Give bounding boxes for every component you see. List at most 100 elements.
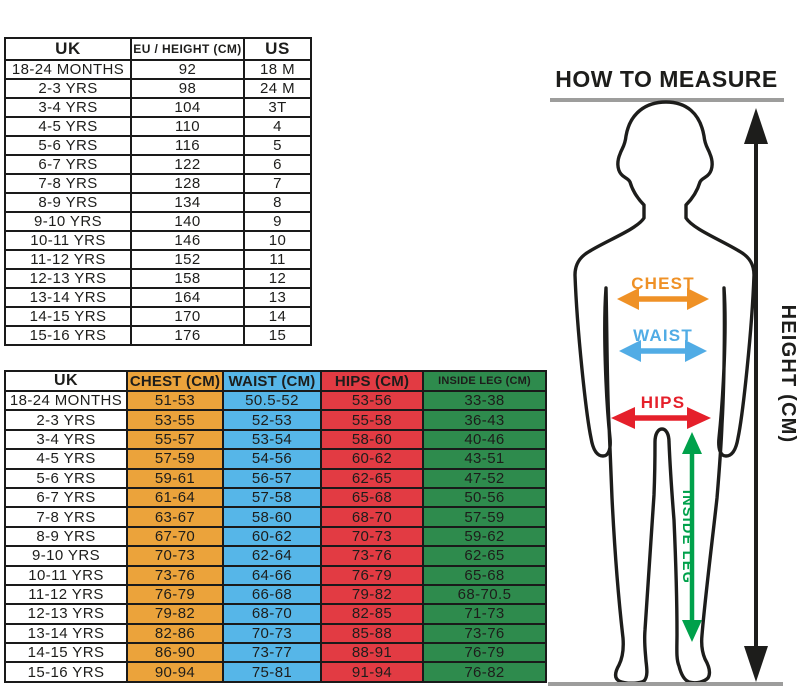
- height-arrow: HEIGHT (CM): [744, 108, 798, 682]
- table-row: 13-14 YRS 82-86 70-73 85-88 73-76: [4, 622, 547, 645]
- title-underline: [550, 98, 784, 102]
- table-cell: 14-15 YRS: [4, 306, 132, 327]
- table-cell: 68-70: [320, 506, 424, 528]
- column-header-uk: UK: [4, 370, 128, 392]
- table-cell: 51-53: [126, 389, 224, 412]
- table-cell: 146: [130, 230, 245, 251]
- table-cell: 18 M: [243, 59, 312, 80]
- table-cell: 90-94: [126, 661, 224, 683]
- table-row: 10-11 YRS 73-76 64-66 76-79 65-68: [4, 564, 547, 586]
- table-cell: 79-82: [126, 603, 224, 625]
- table-cell: 122: [130, 154, 245, 175]
- column-header-us: US: [243, 37, 312, 61]
- table-cell: 15-16 YRS: [4, 325, 132, 346]
- table-cell: 40-46: [422, 428, 547, 451]
- table-cell: 64-66: [222, 564, 322, 586]
- measurements-table: UK CHEST (CM) WAIST (CM) HIPS (CM) INSID…: [4, 370, 547, 683]
- table-row: 15-16 YRS 176 15: [4, 325, 312, 346]
- table-cell: 57-58: [222, 486, 322, 509]
- table-cell: 8-9 YRS: [4, 192, 132, 213]
- chest-arrow: CHEST: [617, 274, 709, 310]
- table-cell: 53-56: [320, 389, 424, 412]
- table-cell: 73-76: [422, 622, 547, 645]
- table-cell: 3-4 YRS: [4, 97, 132, 118]
- table-row: 10-11 YRS 146 10: [4, 230, 312, 251]
- table-cell: 57-59: [126, 448, 224, 470]
- table-cell: 52-53: [222, 409, 322, 431]
- panel-title: HOW TO MEASURE: [555, 66, 778, 92]
- table-cell: 12: [243, 268, 312, 289]
- table-cell: 4-5 YRS: [4, 116, 132, 137]
- table-cell: 76-79: [126, 583, 224, 606]
- table-row: 6-7 YRS 61-64 57-58 65-68 50-56: [4, 486, 547, 509]
- table-row: 13-14 YRS 164 13: [4, 287, 312, 308]
- table-cell: 18-24 MONTHS: [4, 59, 132, 80]
- table-row: 9-10 YRS 70-73 62-64 73-76 62-65: [4, 545, 547, 567]
- table-row: 12-13 YRS 158 12: [4, 268, 312, 289]
- table-cell: 85-88: [320, 622, 424, 645]
- column-header-eu-height: EU / HEIGHT (CM): [130, 37, 245, 61]
- table-cell: 70-73: [222, 622, 322, 645]
- table-cell: 3T: [243, 97, 312, 118]
- measurements-table-body: 18-24 MONTHS 51-53 50.5-52 53-56 33-38 2-3 YR…: [4, 389, 547, 683]
- table-cell: 10: [243, 230, 312, 251]
- table-cell: 8: [243, 192, 312, 213]
- table-cell: 55-58: [320, 409, 424, 431]
- table-cell: 11-12 YRS: [4, 583, 128, 606]
- table-row: 14-15 YRS 170 14: [4, 306, 312, 327]
- table-cell: 4: [243, 116, 312, 137]
- table-cell: 170: [130, 306, 245, 327]
- table-cell: 9-10 YRS: [4, 211, 132, 232]
- header-row: UK EU / HEIGHT (CM) US: [4, 37, 312, 61]
- table-cell: 79-82: [320, 583, 424, 606]
- table-cell: 73-76: [320, 545, 424, 567]
- table-cell: 57-59: [422, 506, 547, 528]
- table-cell: 68-70.5: [422, 583, 547, 606]
- table-cell: 63-67: [126, 506, 224, 528]
- table-row: 11-12 YRS 76-79 66-68 79-82 68-70.5: [4, 583, 547, 606]
- table-cell: 7-8 YRS: [4, 506, 128, 528]
- table-row: 4-5 YRS 110 4: [4, 116, 312, 137]
- table-cell: 58-60: [222, 506, 322, 528]
- table-row: 5-6 YRS 59-61 56-57 62-65 47-52: [4, 467, 547, 489]
- table-cell: 15: [243, 325, 312, 346]
- waist-arrow: WAIST: [619, 326, 707, 362]
- table-cell: 36-43: [422, 409, 547, 431]
- column-header-inside-leg: INSIDE LEG (CM): [422, 370, 547, 392]
- table-cell: 18-24 MONTHS: [4, 389, 128, 412]
- table-cell: 11: [243, 249, 312, 270]
- size-table-body: 18-24 MONTHS 92 18 M 2-3 YRS 98 24 M 3-4 YRS 10…: [4, 59, 312, 346]
- table-cell: 65-68: [320, 486, 424, 509]
- table-cell: 140: [130, 211, 245, 232]
- table-cell: 7-8 YRS: [4, 173, 132, 194]
- table-row: 7-8 YRS 128 7: [4, 173, 312, 194]
- table-cell: 76-82: [422, 661, 547, 683]
- table-cell: 12-13 YRS: [4, 603, 128, 625]
- waist-label: WAIST: [633, 326, 693, 345]
- inside-leg-arrow: INSIDE LEG: [679, 432, 702, 642]
- table-row: 12-13 YRS 79-82 68-70 82-85 71-73: [4, 603, 547, 625]
- table-cell: 5: [243, 135, 312, 156]
- table-cell: 10-11 YRS: [4, 230, 132, 251]
- table-row: 7-8 YRS 63-67 58-60 68-70 57-59: [4, 506, 547, 528]
- table-cell: 164: [130, 287, 245, 308]
- table-row: 5-6 YRS 116 5: [4, 135, 312, 156]
- table-cell: 134: [130, 192, 245, 213]
- child-figure-outline: [573, 100, 756, 685]
- table-cell: 43-51: [422, 448, 547, 470]
- table-row: 4-5 YRS 57-59 54-56 60-62 43-51: [4, 448, 547, 470]
- table-row: 9-10 YRS 140 9: [4, 211, 312, 232]
- table-cell: 60-62: [222, 525, 322, 548]
- table-cell: 98: [130, 78, 245, 99]
- table-cell: 13: [243, 287, 312, 308]
- table-cell: 15-16 YRS: [4, 661, 128, 683]
- table-cell: 128: [130, 173, 245, 194]
- table-cell: 92: [130, 59, 245, 80]
- table-cell: 65-68: [422, 564, 547, 586]
- hips-label: HIPS: [641, 393, 685, 412]
- table-cell: 66-68: [222, 583, 322, 606]
- table-row: 15-16 YRS 90-94 75-81 91-94 76-82: [4, 661, 547, 683]
- table-cell: 71-73: [422, 603, 547, 625]
- table-cell: 9: [243, 211, 312, 232]
